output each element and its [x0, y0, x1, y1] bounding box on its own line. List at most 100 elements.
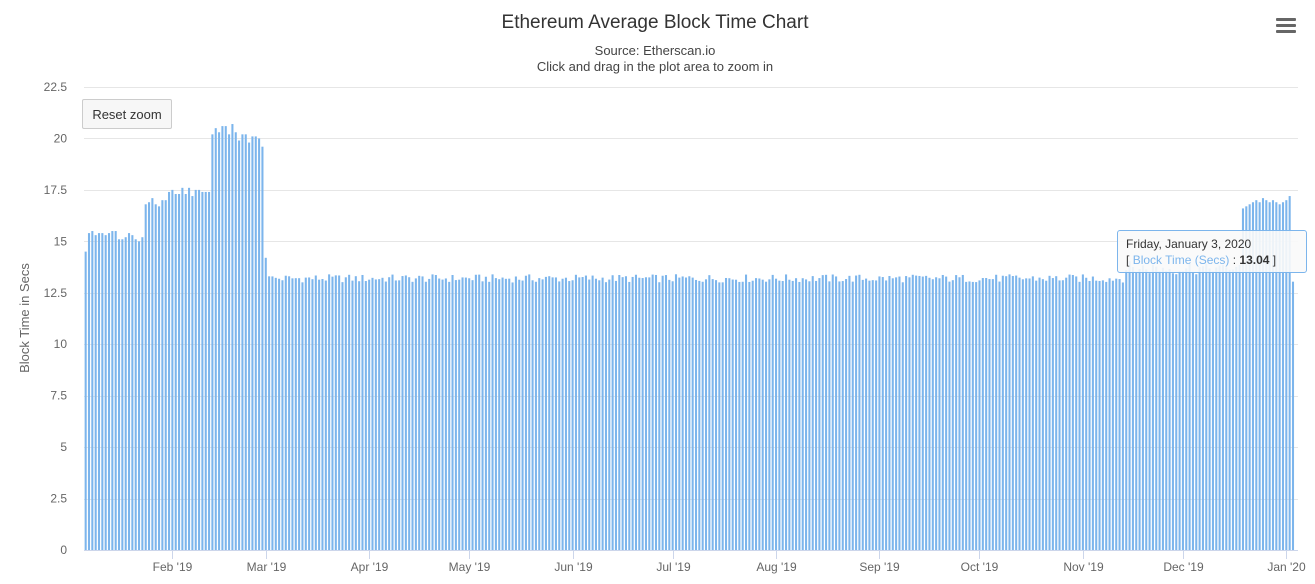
bar[interactable]	[351, 280, 354, 550]
bar[interactable]	[775, 278, 778, 550]
bar[interactable]	[594, 278, 597, 550]
bar[interactable]	[638, 277, 641, 550]
bar[interactable]	[1001, 275, 1004, 550]
bar[interactable]	[174, 194, 177, 550]
bar[interactable]	[908, 277, 911, 550]
bar[interactable]	[244, 134, 247, 550]
bar[interactable]	[701, 281, 704, 550]
bar[interactable]	[724, 277, 728, 550]
bar[interactable]	[1181, 271, 1184, 550]
bar[interactable]	[1038, 277, 1041, 550]
bar[interactable]	[785, 274, 788, 550]
bar[interactable]	[1058, 280, 1061, 550]
bar[interactable]	[508, 278, 511, 550]
bar[interactable]	[104, 235, 107, 550]
bar[interactable]	[608, 279, 611, 550]
bar[interactable]	[1025, 278, 1028, 550]
bar[interactable]	[1215, 267, 1218, 550]
bar[interactable]	[468, 278, 471, 550]
bar[interactable]	[738, 281, 741, 550]
bar[interactable]	[848, 275, 851, 550]
bar[interactable]	[518, 279, 521, 550]
bar[interactable]	[1178, 271, 1181, 550]
bar[interactable]	[911, 274, 914, 550]
bar[interactable]	[1071, 274, 1074, 550]
bar[interactable]	[614, 280, 617, 550]
bar[interactable]	[1168, 268, 1171, 550]
bar[interactable]	[778, 280, 781, 550]
hamburger-menu-icon[interactable]	[1276, 18, 1296, 36]
bar[interactable]	[204, 191, 207, 550]
bar[interactable]	[865, 278, 868, 550]
bar[interactable]	[845, 279, 848, 550]
bar[interactable]	[291, 278, 294, 550]
bar[interactable]	[538, 278, 541, 550]
bar[interactable]	[584, 275, 587, 550]
bar[interactable]	[1081, 274, 1084, 550]
bar[interactable]	[858, 274, 861, 550]
bar[interactable]	[1175, 274, 1178, 550]
bar[interactable]	[1271, 200, 1275, 550]
bar[interactable]	[1185, 268, 1188, 550]
bar[interactable]	[548, 276, 551, 550]
bar[interactable]	[1098, 280, 1101, 550]
bar[interactable]	[611, 275, 614, 550]
bar[interactable]	[808, 281, 811, 550]
bar[interactable]	[1291, 281, 1295, 550]
bar[interactable]	[981, 278, 984, 550]
bar[interactable]	[898, 276, 901, 550]
bar[interactable]	[188, 187, 191, 550]
bar[interactable]	[1255, 200, 1258, 550]
bar[interactable]	[171, 189, 174, 550]
bar[interactable]	[604, 282, 607, 550]
bar[interactable]	[1191, 272, 1194, 550]
bar[interactable]	[194, 189, 197, 550]
bar[interactable]	[648, 277, 651, 550]
bar[interactable]	[1095, 280, 1098, 550]
bar[interactable]	[401, 276, 404, 550]
bar[interactable]	[881, 277, 884, 550]
bar[interactable]	[728, 278, 731, 550]
bar[interactable]	[768, 279, 771, 550]
bar[interactable]	[578, 277, 581, 550]
bar[interactable]	[961, 274, 964, 550]
bar[interactable]	[681, 276, 684, 550]
bar[interactable]	[218, 132, 221, 550]
bar[interactable]	[224, 126, 227, 550]
bar[interactable]	[478, 274, 481, 550]
bar[interactable]	[541, 279, 544, 550]
bar[interactable]	[745, 274, 748, 550]
bar[interactable]	[107, 233, 111, 550]
bar[interactable]	[568, 281, 571, 550]
bar[interactable]	[1021, 279, 1024, 550]
bar[interactable]	[1111, 280, 1114, 550]
bar[interactable]	[1128, 261, 1131, 550]
bar[interactable]	[534, 281, 537, 550]
bar[interactable]	[688, 276, 691, 550]
bar[interactable]	[574, 274, 577, 550]
bar[interactable]	[131, 235, 134, 550]
bar[interactable]	[748, 281, 751, 550]
bar[interactable]	[1245, 206, 1248, 550]
bar[interactable]	[138, 241, 141, 550]
bar[interactable]	[731, 279, 734, 550]
bar[interactable]	[1225, 267, 1228, 550]
bar[interactable]	[431, 274, 434, 550]
bar[interactable]	[815, 280, 818, 550]
bar[interactable]	[451, 275, 454, 550]
bar[interactable]	[1051, 278, 1054, 550]
bar[interactable]	[191, 196, 194, 550]
bar[interactable]	[531, 280, 534, 550]
bar[interactable]	[1238, 264, 1241, 550]
bar[interactable]	[721, 282, 724, 550]
bar[interactable]	[871, 280, 874, 550]
bar[interactable]	[588, 279, 591, 550]
bar[interactable]	[331, 276, 334, 550]
bar[interactable]	[694, 279, 698, 550]
bar[interactable]	[1231, 269, 1234, 550]
bar[interactable]	[87, 233, 91, 550]
bar[interactable]	[798, 281, 801, 550]
bar[interactable]	[821, 275, 824, 550]
bar[interactable]	[371, 277, 374, 550]
